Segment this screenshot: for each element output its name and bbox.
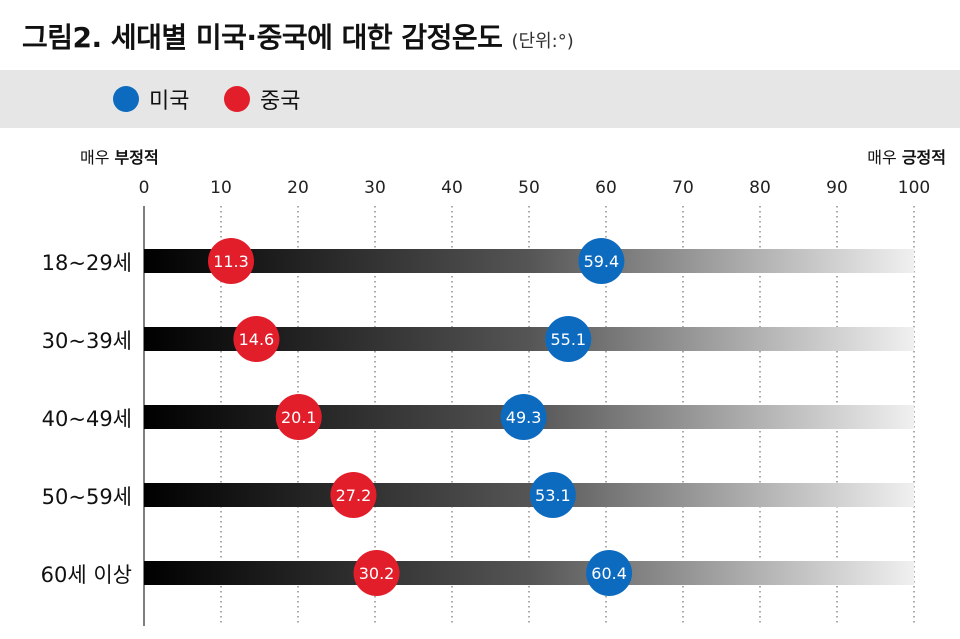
x-tick-label: 10: [210, 178, 232, 198]
data-point: 27.2: [330, 472, 377, 518]
legend-label-usa: 미국: [149, 89, 190, 114]
row-label: 40~49세: [41, 407, 132, 431]
scale-label-positive-prefix: 매우: [867, 148, 897, 167]
legend-label-china: 중국: [260, 89, 301, 114]
scale-bar: [144, 483, 914, 507]
legend-item-usa: 미국: [113, 83, 189, 115]
x-tick-label: 100: [897, 178, 931, 198]
legend-dot-usa: [113, 86, 139, 112]
scale-label-negative-prefix: 매우: [80, 148, 110, 167]
data-label: 14.6: [239, 330, 275, 349]
data-label: 30.2: [359, 564, 395, 583]
data-point-marker: [208, 238, 255, 284]
data-label: 11.3: [213, 252, 249, 271]
x-tick-label: 90: [826, 178, 848, 198]
data-label: 55.1: [550, 330, 586, 349]
data-point: 55.1: [545, 316, 592, 362]
row-label: 50~59세: [41, 485, 132, 509]
data-point-marker: [545, 316, 592, 362]
data-label: 60.4: [591, 564, 627, 583]
data-label: 53.1: [535, 486, 571, 505]
scale-bar: [144, 249, 914, 273]
data-point-marker: [529, 472, 576, 518]
data-point: 53.1: [529, 472, 576, 518]
x-tick-label: 70: [672, 178, 694, 198]
scale-label-negative: 매우 부정적: [80, 144, 159, 168]
data-point: 14.6: [233, 316, 280, 362]
x-tick-label: 80: [749, 178, 771, 198]
x-tick-label: 0: [138, 178, 150, 198]
data-point: 30.2: [353, 550, 400, 596]
scale-label-positive: 매우 긍정적: [867, 144, 946, 168]
data-point: 60.4: [586, 550, 633, 596]
data-point-marker: [233, 316, 280, 362]
data-point: 49.3: [500, 394, 547, 440]
row-label: 18~29세: [41, 251, 132, 275]
data-points: 59.4 11.3 55.1 14.6 49.3 20.1 53.1 27.2 60.4 30.2: [208, 238, 633, 596]
row-label: 30~39세: [41, 329, 132, 353]
legend-item-china: 중국: [224, 83, 300, 115]
x-tick-label: 20: [287, 178, 309, 198]
data-label: 49.3: [506, 408, 542, 427]
data-label: 20.1: [281, 408, 317, 427]
x-tick-label: 60: [595, 178, 617, 198]
data-point: 59.4: [578, 238, 625, 284]
data-point-marker: [275, 394, 322, 440]
data-label: 27.2: [336, 486, 372, 505]
legend: 미국 중국: [0, 70, 960, 128]
x-tick-label: 30: [364, 178, 386, 198]
data-point-marker: [353, 550, 400, 596]
legend-dot-china: [224, 86, 250, 112]
scale-bar: [144, 561, 914, 585]
chart-title: 그림2. 세대별 미국·중국에 대한 감정온도: [22, 21, 503, 54]
title-row: 그림2. 세대별 미국·중국에 대한 감정온도 (단위:°): [22, 16, 574, 60]
data-point: 20.1: [275, 394, 322, 440]
scale-label-positive-emphasis: 긍정적: [901, 148, 946, 167]
data-point: 11.3: [208, 238, 255, 284]
scale-label-negative-emphasis: 부정적: [114, 148, 159, 167]
data-point-marker: [586, 550, 633, 596]
chart-unit: (단위:°): [511, 31, 574, 52]
data-point-marker: [330, 472, 377, 518]
x-tick-label: 40: [441, 178, 463, 198]
data-point-marker: [500, 394, 547, 440]
row-label: 60세 이상: [40, 563, 132, 587]
data-label: 59.4: [584, 252, 620, 271]
x-tick-label: 50: [518, 178, 540, 198]
data-point-marker: [578, 238, 625, 284]
